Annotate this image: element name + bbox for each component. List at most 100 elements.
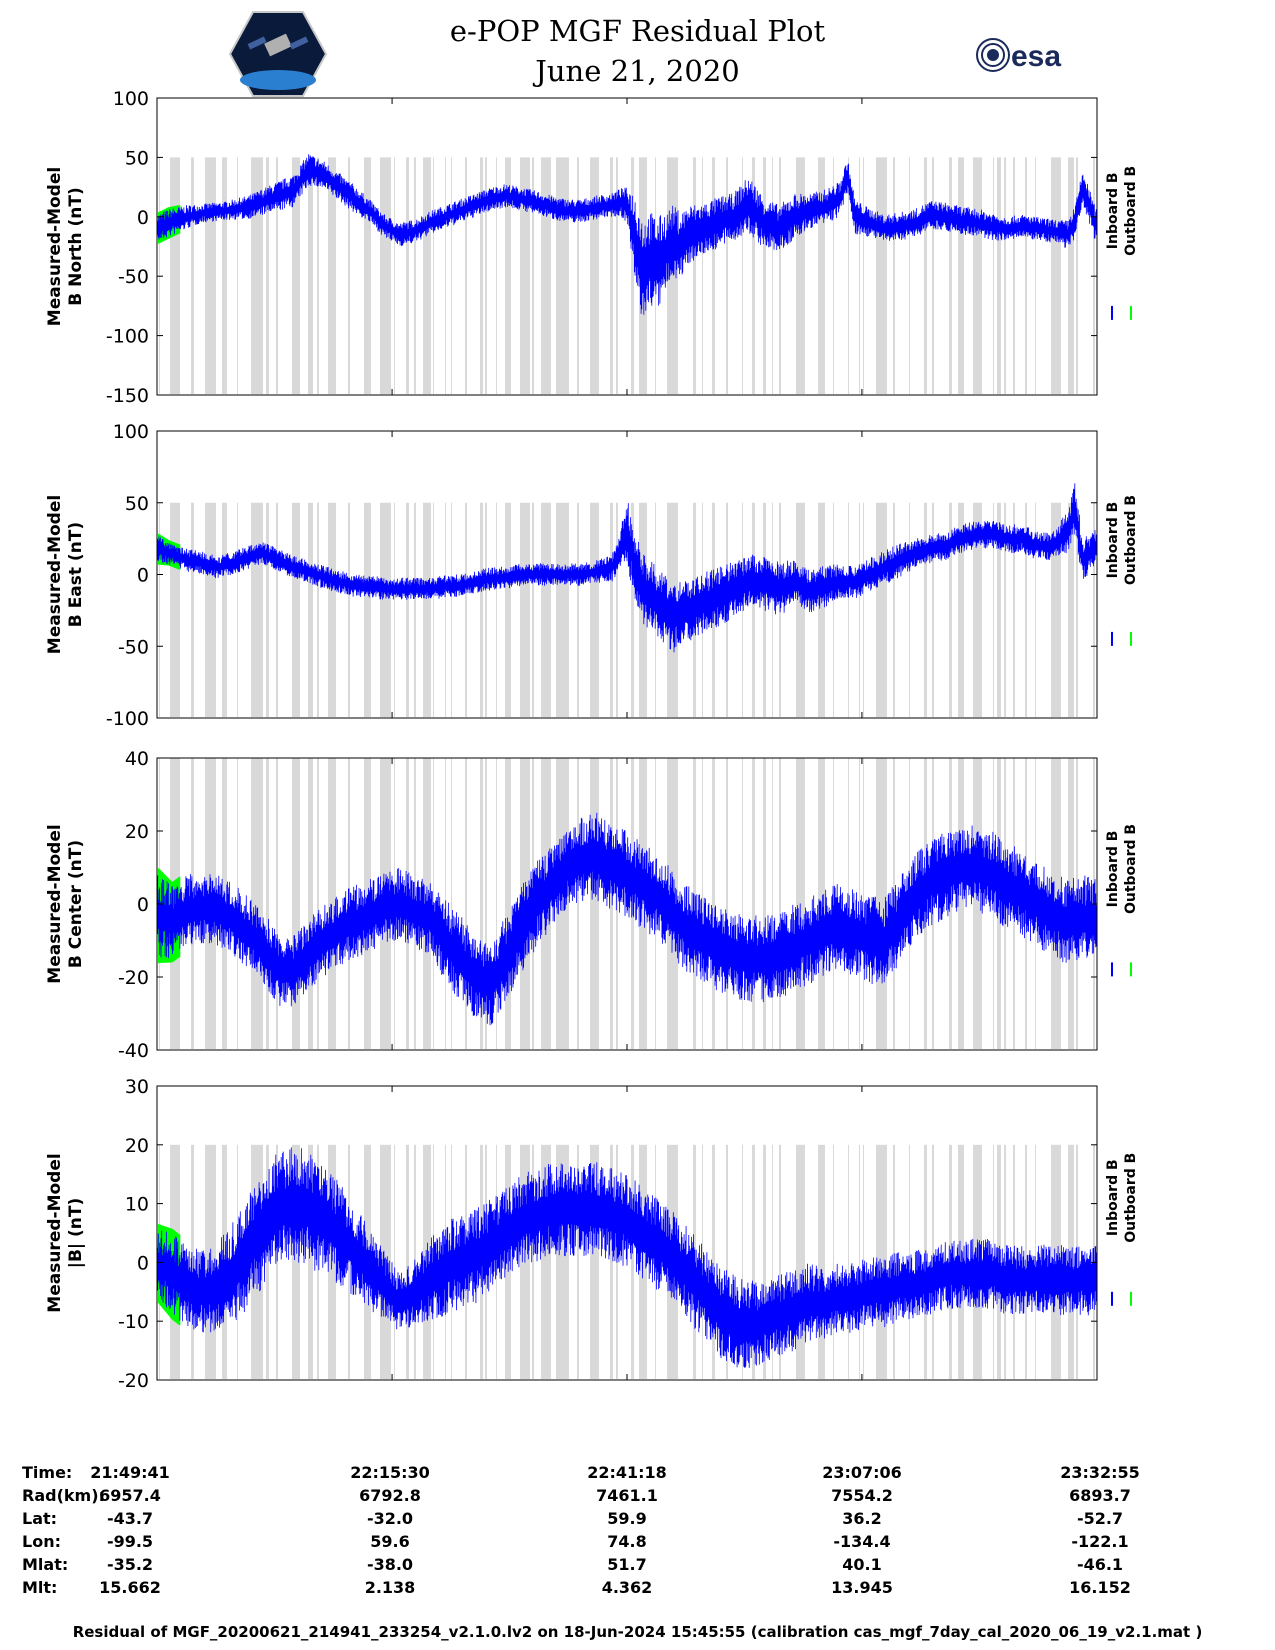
shade-band (610, 758, 613, 1049)
shade-band (1068, 502, 1074, 717)
y-tick-label: 0 (137, 207, 149, 229)
shade-band (480, 758, 483, 1049)
shade-band (532, 502, 534, 717)
shade-band (893, 502, 895, 717)
shade-band (577, 1144, 579, 1379)
shade-band (772, 1144, 773, 1379)
shade-band (496, 157, 497, 394)
data-gap-shading (159, 157, 1095, 394)
esa-logo: esa (976, 38, 1061, 73)
y-tick-label: 40 (125, 748, 149, 770)
shade-band (423, 157, 431, 394)
shade-band (237, 157, 238, 394)
shade-band (796, 157, 805, 394)
info-row-value: 2.138 (364, 1578, 416, 1597)
shade-band (465, 502, 467, 717)
shade-band (590, 157, 599, 394)
shade-band (465, 157, 467, 394)
info-row: Rad(km): 6957.4 6792.8 7461.1 7554.2 6893.7 (0, 1486, 1275, 1510)
shade-band (380, 157, 391, 394)
shade-band (276, 502, 278, 717)
chart-panel-4: 30 20 10 0 -10 -20 Measured-Model|B| (nT) Inboa… (45, 1076, 1139, 1392)
shade-band (308, 1144, 313, 1379)
info-row-value: -46.1 (1076, 1555, 1124, 1574)
shade-band (590, 1144, 599, 1379)
shade-band (170, 157, 180, 394)
info-row-value: 7461.1 (596, 1486, 658, 1505)
y-tick-label: 100 (113, 421, 149, 443)
shade-band (266, 758, 269, 1049)
shade-band (949, 502, 952, 717)
shade-band (779, 758, 781, 1049)
shade-band (997, 1144, 1001, 1379)
shade-band (833, 157, 834, 394)
shade-band (779, 1144, 781, 1379)
shade-band (958, 758, 964, 1049)
shade-band (496, 758, 497, 1049)
shade-band (348, 157, 350, 394)
info-row-value: -38.0 (366, 1555, 414, 1574)
shade-band (276, 157, 278, 394)
shade-band (752, 157, 755, 394)
shade-band (191, 157, 194, 394)
legend: Inboard B Outboard B (1105, 1153, 1139, 1306)
info-row-value: -52.7 (1076, 1509, 1124, 1528)
y-axis-label-line1: Measured-Model (45, 824, 65, 983)
shade-band (328, 502, 336, 717)
shade-band (639, 1144, 647, 1379)
shade-band (541, 502, 551, 717)
shade-band (818, 1144, 825, 1379)
y-tick-label: 10 (125, 1194, 149, 1216)
shade-band (445, 157, 446, 394)
shade-band (726, 758, 728, 1049)
info-row-label: Time: (22, 1463, 73, 1482)
shade-band (848, 502, 849, 717)
y-tick-label: -50 (118, 636, 149, 658)
shade-band (876, 1144, 887, 1379)
shade-band (237, 758, 238, 1049)
shade-band (308, 758, 313, 1049)
shade-band (532, 157, 534, 394)
shade-band (742, 758, 743, 1049)
y-tick-label: 0 (137, 1252, 149, 1274)
shade-band (1025, 502, 1027, 717)
shade-band (1093, 502, 1095, 717)
shade-band (1004, 157, 1006, 394)
info-row-value: -32.0 (366, 1509, 414, 1528)
legend-inboard-label: Inboard B (1105, 1159, 1121, 1236)
shade-band (308, 157, 313, 394)
legend: Inboard B Outboard B (1105, 495, 1139, 646)
y-axis-label-line1: Measured-Model (45, 1153, 65, 1312)
shade-band (541, 157, 551, 394)
shade-band (997, 502, 1001, 717)
shade-band (1025, 157, 1027, 394)
info-row-value: 22:41:18 (587, 1463, 667, 1482)
shade-band (702, 157, 703, 394)
shade-band (763, 758, 766, 1049)
info-row-value: -99.5 (106, 1532, 154, 1551)
y-tick-label: 50 (125, 493, 149, 515)
shade-band (541, 1144, 551, 1379)
shade-band (932, 157, 934, 394)
shade-band (763, 157, 766, 394)
shade-band (924, 502, 927, 717)
shade-band (993, 157, 994, 394)
shade-band (973, 758, 982, 1049)
shade-band (505, 157, 511, 394)
legend-outboard-label: Outboard B (1123, 824, 1139, 914)
shade-band (485, 502, 487, 717)
shade-band (485, 758, 487, 1049)
shade-band (292, 502, 300, 717)
shade-band (159, 502, 160, 717)
shade-band (1004, 1144, 1006, 1379)
shade-band (818, 758, 825, 1049)
chart-panel-1: 100 50 0 -50 -100 -150 Measured-ModelB North (… (45, 88, 1139, 407)
info-row-value: 40.1 (842, 1555, 882, 1574)
shade-band (423, 502, 431, 717)
info-row-value: 7554.2 (831, 1486, 893, 1505)
shade-band (1051, 157, 1061, 394)
shade-band (909, 1144, 910, 1379)
info-row-value: 59.9 (607, 1509, 647, 1528)
shade-band (712, 758, 715, 1049)
shade-band (1051, 502, 1061, 717)
